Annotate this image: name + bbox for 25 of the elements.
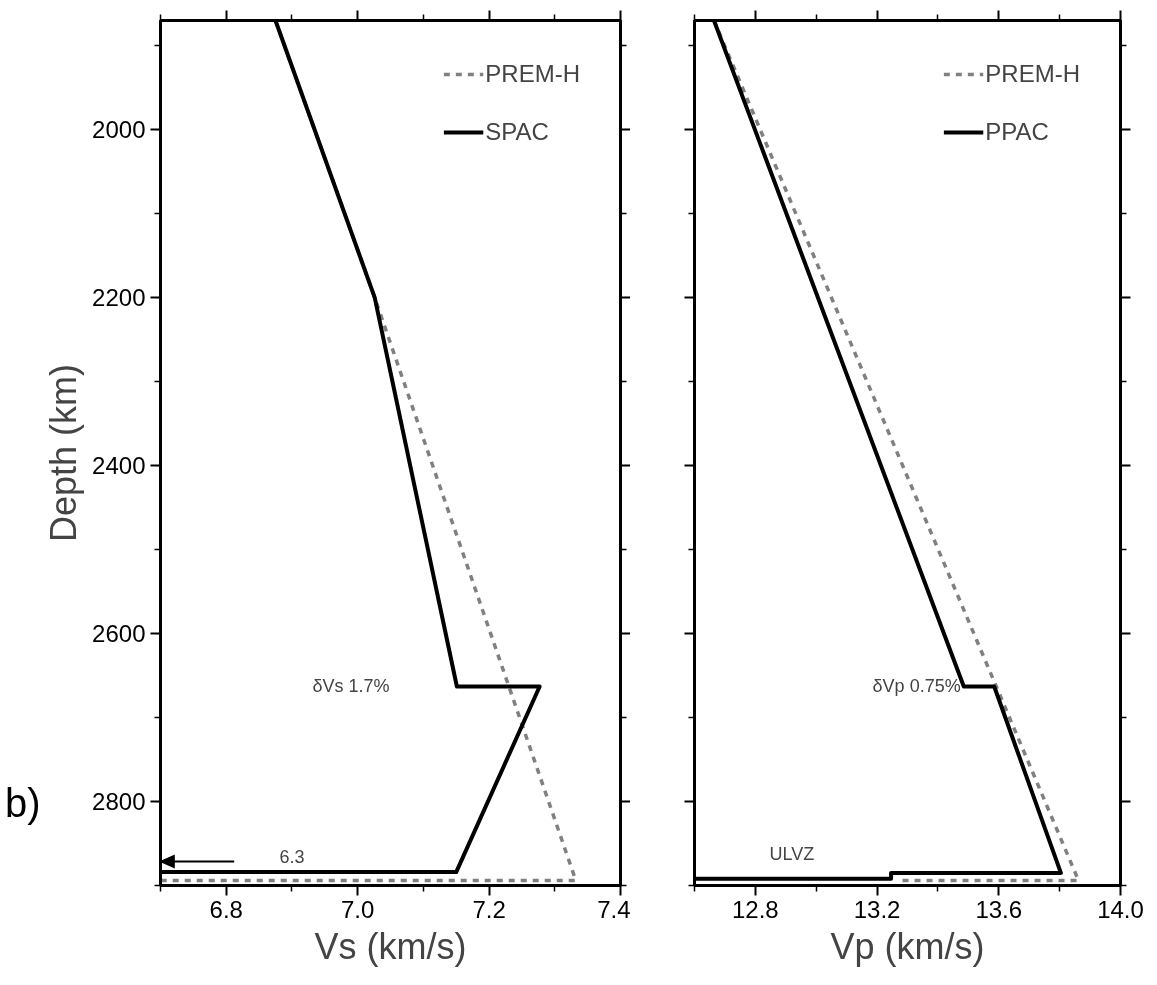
legend-label: SPAC [485, 118, 549, 146]
legend-label: PREM-H [985, 60, 1080, 88]
y-tick-label: 2800 [92, 788, 146, 816]
y-tick-label: 2200 [92, 284, 146, 312]
x-tick-label: 7.2 [472, 895, 506, 923]
x-tick-label: 13.6 [975, 895, 1023, 923]
y-tick-label: 2600 [92, 620, 146, 648]
x-tick-label: 6.8 [209, 895, 243, 923]
x-tick-label: 7.0 [340, 895, 375, 923]
x-axis-title: Vp (km/s) [830, 925, 985, 967]
legend-label: PPAC [985, 118, 1049, 146]
annotation: 6.3 [279, 847, 305, 868]
y-tick-label: 2400 [92, 452, 146, 480]
x-tick-label: 14.0 [1097, 895, 1144, 923]
annotation: δVp 0.75% [872, 676, 961, 697]
y-tick-label: 2000 [92, 116, 146, 144]
x-tick-label: 12.8 [732, 895, 779, 923]
x-tick-label: 13.2 [853, 895, 901, 923]
y-axis-title: Depth (km) [43, 363, 85, 543]
legend-label: PREM-H [485, 60, 580, 88]
x-axis-title: Vs (km/s) [314, 925, 467, 967]
x-tick-label: 7.4 [597, 895, 631, 923]
annotation: ULVZ [769, 843, 815, 864]
annotation: δVs 1.7% [312, 676, 390, 697]
text: b) [5, 780, 41, 827]
